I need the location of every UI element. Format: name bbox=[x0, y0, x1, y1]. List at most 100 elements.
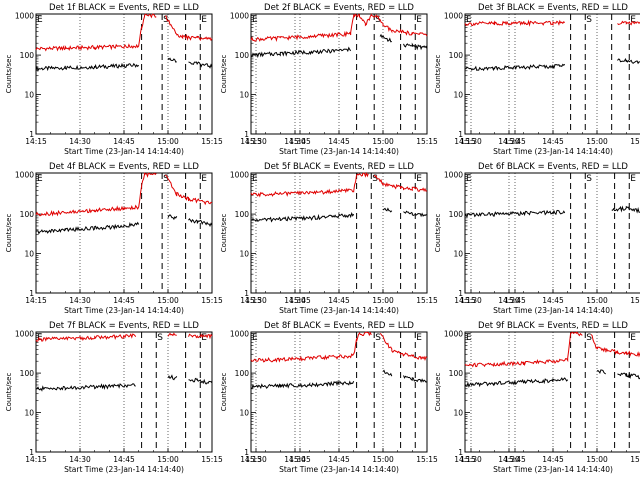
panel-title: Det 4f BLACK = Events, RED = LLD bbox=[49, 162, 199, 172]
x-axis-label: Start Time (23-Jan-14 14:14:40) bbox=[64, 465, 184, 474]
y-tick-label: 100 bbox=[20, 51, 35, 60]
y-tick-label: 10 bbox=[453, 91, 463, 100]
events-series-line bbox=[188, 377, 213, 385]
x-tick-label: 14:30 bbox=[284, 296, 306, 305]
lld-series-line bbox=[250, 331, 372, 363]
x-tick-label: 14:45 bbox=[328, 296, 350, 305]
lld-series-line bbox=[464, 331, 583, 368]
lld-series-line bbox=[379, 332, 428, 361]
y-tick-label: 1000 bbox=[230, 330, 249, 339]
panel-title: Det 7f BLACK = Events, RED = LLD bbox=[49, 321, 199, 331]
detector-panel: Det 7f BLACK = Events, RED = LLD 14:15 14:… bbox=[5, 321, 311, 474]
x-tick-label: 14:30 bbox=[69, 455, 91, 464]
x-tick-label: 14:15 bbox=[240, 137, 262, 146]
time-marker-label: E bbox=[201, 333, 207, 343]
detector-panel: Det 5f BLACK = Events, RED = LLD 14:15 14:… bbox=[220, 162, 526, 315]
time-marker-label: S bbox=[375, 15, 381, 25]
events-series-line bbox=[611, 205, 640, 214]
x-axis-label: Start Time (23-Jan-14 14:14:40) bbox=[493, 465, 613, 474]
time-marker-label: E bbox=[416, 15, 422, 25]
events-series-line bbox=[403, 42, 428, 51]
y-tick-label: 100 bbox=[449, 369, 464, 378]
x-tick-label: 15:45 bbox=[289, 296, 311, 305]
time-marker-label: S bbox=[163, 15, 169, 25]
detector-panel: Det 3f BLACK = Events, RED = LLD 14:15 14:… bbox=[434, 3, 640, 156]
y-tick-label: 1000 bbox=[444, 171, 463, 180]
y-tick-label: 10 bbox=[453, 409, 463, 418]
events-series-line bbox=[167, 374, 178, 381]
edge-marker-label: E bbox=[37, 15, 43, 25]
y-axis-label: Counts/sec bbox=[5, 55, 13, 94]
events-series-line bbox=[617, 57, 640, 65]
detector-panel: Det 2f BLACK = Events, RED = LLD 14:15 14:… bbox=[220, 3, 526, 156]
x-tick-label: 14:45 bbox=[542, 137, 564, 146]
time-marker-label: S bbox=[586, 15, 592, 25]
time-marker-label: S bbox=[372, 174, 378, 184]
events-series-line bbox=[464, 209, 566, 219]
x-tick-label: 15:45 bbox=[289, 137, 311, 146]
y-tick-label: 10 bbox=[239, 91, 249, 100]
panel-title: Det 3f BLACK = Events, RED = LLD bbox=[478, 3, 628, 13]
x-tick-label: 14:45 bbox=[113, 296, 135, 305]
time-marker-label: E bbox=[416, 174, 422, 184]
time-marker-label: S bbox=[586, 174, 592, 184]
x-tick-label: 14:30 bbox=[284, 137, 306, 146]
y-tick-label: 100 bbox=[449, 51, 464, 60]
x-tick-label: 14:45 bbox=[113, 137, 135, 146]
x-tick-label: 14:30 bbox=[284, 455, 306, 464]
panel-title: Det 6f BLACK = Events, RED = LLD bbox=[478, 162, 628, 172]
y-axis-label: Counts/sec bbox=[220, 55, 228, 94]
events-series-line bbox=[188, 61, 213, 69]
x-tick-label: 15:00 bbox=[586, 137, 608, 146]
lld-series-line bbox=[167, 332, 177, 337]
events-series-line bbox=[464, 377, 569, 388]
x-tick-label: 14:30 bbox=[498, 296, 520, 305]
edge-marker-label: E bbox=[37, 174, 43, 184]
x-tick-label: 14:15 bbox=[454, 137, 476, 146]
x-tick-label: 15:15 bbox=[630, 296, 640, 305]
detector-panel: Det 9f BLACK = Events, RED = LLD 14:15 14:… bbox=[434, 321, 640, 474]
y-tick-label: 1000 bbox=[15, 330, 34, 339]
events-series-line bbox=[167, 214, 178, 221]
y-axis-label: Counts/sec bbox=[5, 373, 13, 412]
y-tick-label: 10 bbox=[239, 409, 249, 418]
detector-panel: Det 8f BLACK = Events, RED = LLD 14:15 14:… bbox=[220, 321, 526, 474]
events-series-line bbox=[617, 371, 640, 380]
lld-series-line bbox=[590, 334, 640, 358]
x-tick-label: 15:00 bbox=[157, 455, 179, 464]
x-tick-label: 14:15 bbox=[454, 455, 476, 464]
events-series-line bbox=[167, 57, 177, 63]
y-tick-label: 10 bbox=[24, 250, 34, 259]
time-marker-label: E bbox=[416, 333, 422, 343]
events-series-line bbox=[403, 210, 428, 218]
events-series-line bbox=[382, 207, 393, 213]
x-tick-label: 14:15 bbox=[25, 137, 47, 146]
x-tick-label: 15:45 bbox=[504, 455, 526, 464]
lld-series-line bbox=[35, 172, 157, 217]
y-tick-label: 1 bbox=[458, 448, 463, 457]
x-tick-label: 15:45 bbox=[504, 296, 526, 305]
x-tick-label: 15:45 bbox=[504, 137, 526, 146]
x-tick-label: 14:15 bbox=[25, 455, 47, 464]
panel-title: Det 5f BLACK = Events, RED = LLD bbox=[264, 162, 414, 172]
events-series-line bbox=[36, 383, 136, 392]
x-tick-label: 15:45 bbox=[289, 455, 311, 464]
x-tick-label: 15:15 bbox=[630, 455, 640, 464]
x-tick-label: 14:45 bbox=[113, 455, 135, 464]
y-axis-label: Counts/sec bbox=[434, 214, 442, 253]
events-series-line bbox=[250, 211, 355, 223]
y-tick-label: 10 bbox=[453, 250, 463, 259]
y-tick-label: 10 bbox=[24, 91, 34, 100]
y-tick-label: 1 bbox=[29, 130, 34, 139]
x-tick-label: 15:00 bbox=[372, 455, 394, 464]
lld-series-line bbox=[35, 333, 137, 343]
x-tick-label: 14:30 bbox=[69, 137, 91, 146]
x-tick-label: 15:00 bbox=[157, 296, 179, 305]
x-tick-label: 15:15 bbox=[630, 137, 640, 146]
events-series-line bbox=[379, 33, 392, 43]
y-tick-label: 100 bbox=[20, 210, 35, 219]
detector-panel: Det 1f BLACK = Events, RED = LLD 14:15 14:… bbox=[5, 3, 311, 156]
x-tick-label: 14:15 bbox=[240, 296, 262, 305]
y-tick-label: 1 bbox=[244, 130, 249, 139]
time-marker-label: E bbox=[630, 174, 636, 184]
